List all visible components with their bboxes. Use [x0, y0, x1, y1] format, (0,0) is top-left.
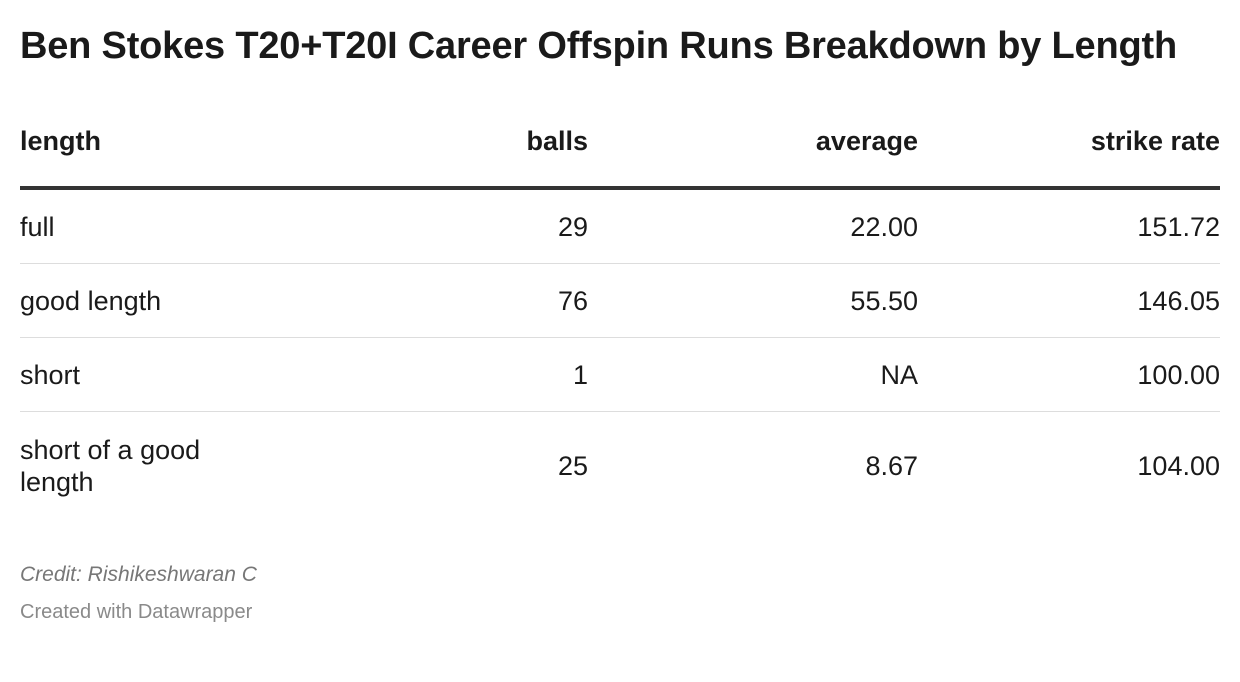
cell-length-text: short of a good length — [20, 435, 201, 497]
chart-footer: Credit: Rishikeshwaran C Created with Da… — [20, 562, 1220, 625]
header-row: length balls average strike rate — [20, 126, 1220, 190]
column-header-length[interactable]: length — [20, 126, 360, 190]
cell-average: NA — [588, 337, 918, 412]
cell-length: short of a good length — [20, 412, 360, 521]
cell-length: good length — [20, 263, 360, 338]
cell-strike-rate: 100.00 — [918, 337, 1220, 412]
created-with-link[interactable]: Created with Datawrapper — [20, 601, 253, 623]
chart-container: Ben Stokes T20+T20I Career Offspin Runs … — [20, 0, 1220, 625]
cell-strike-rate: 146.05 — [918, 263, 1220, 338]
credit-text: Credit: Rishikeshwaran C — [20, 563, 257, 586]
cell-balls: 29 — [360, 188, 588, 264]
cell-length-text: good length — [20, 285, 162, 316]
table-header: length balls average strike rate — [20, 126, 1220, 190]
chart-title: Ben Stokes T20+T20I Career Offspin Runs … — [20, 25, 1177, 67]
data-table: length balls average strike rate full 29… — [20, 126, 1220, 520]
cell-average: 22.00 — [588, 188, 918, 264]
table-row: full 29 22.00 151.72 — [20, 188, 1220, 264]
cell-average: 55.50 — [588, 263, 918, 338]
cell-length-text: short — [20, 359, 81, 390]
cell-strike-rate: 151.72 — [918, 188, 1220, 264]
cell-balls: 25 — [557, 451, 588, 481]
cell-balls: 76 — [360, 263, 588, 338]
cell-length: short — [20, 337, 360, 412]
column-header-strike-rate[interactable]: strike rate — [918, 126, 1220, 190]
cell-average: 8.67 — [865, 451, 918, 481]
table-row: short of a good length 25 8.67 104.00 — [20, 412, 1220, 521]
column-header-average[interactable]: average — [588, 126, 918, 190]
table-body: full 29 22.00 151.72 good length 76 55.5… — [20, 188, 1220, 520]
cell-length-text: full — [20, 211, 55, 242]
column-header-balls[interactable]: balls — [360, 126, 588, 190]
cell-length: full — [20, 188, 360, 264]
cell-balls: 1 — [360, 337, 588, 412]
table-row: short 1 NA 100.00 — [20, 337, 1220, 412]
cell-strike-rate: 104.00 — [1137, 451, 1220, 481]
table-row: good length 76 55.50 146.05 — [20, 263, 1220, 338]
